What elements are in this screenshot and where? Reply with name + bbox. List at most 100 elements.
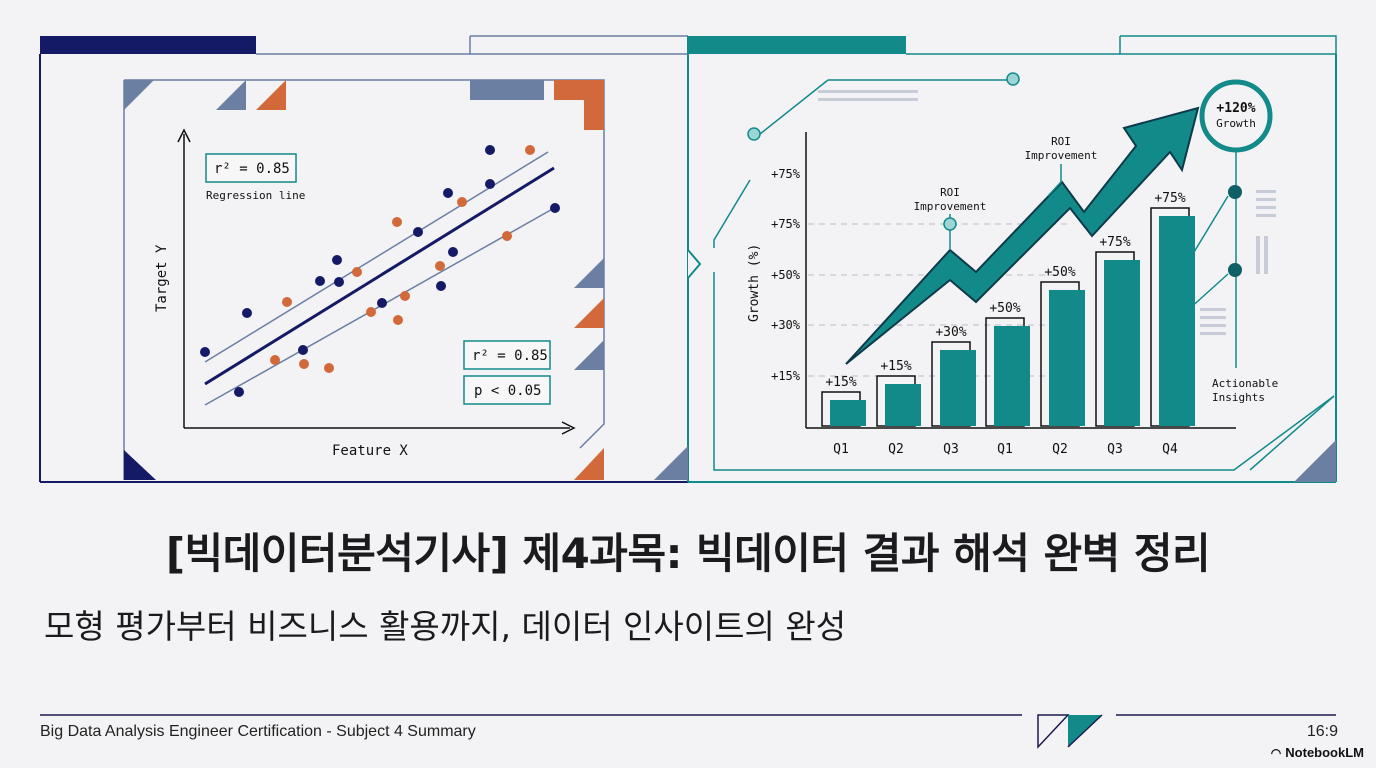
r2-bottom-label: r² = 0.85 — [472, 348, 548, 364]
bar-7 — [1159, 216, 1195, 426]
deco-rect — [470, 80, 544, 100]
y-tick-label: +15% — [771, 369, 801, 383]
scatter-point-orange — [366, 307, 376, 317]
regression-line-label: Regression line — [206, 189, 305, 202]
scatter-point-orange — [435, 261, 445, 271]
bar-4 — [994, 326, 1030, 426]
bar-value-label: +15% — [825, 375, 856, 390]
scatter-point-orange — [324, 363, 334, 373]
node-dot — [1006, 72, 1020, 86]
scatter-point-navy — [315, 276, 325, 286]
scatter-point-navy — [377, 298, 387, 308]
scatter-point-navy — [332, 255, 342, 265]
frame-accent-bar — [40, 36, 256, 54]
scatter-points — [200, 145, 560, 397]
p-value-label: p < 0.05 — [474, 383, 541, 399]
bar-value-label: +50% — [1044, 265, 1075, 280]
scatter-point-navy — [234, 387, 244, 397]
y-tick-label: +50% — [771, 268, 801, 282]
frame-accent-bar — [688, 36, 906, 54]
category-label: Q2 — [1052, 442, 1068, 457]
deco-triangle — [574, 298, 604, 328]
y-tick-label: +30% — [771, 318, 801, 332]
growth-arrow — [845, 106, 1200, 365]
footer-triangle-outline — [1037, 714, 1070, 749]
category-label: Q2 — [888, 442, 904, 457]
roi-annotation-2-line2: Improvement — [1025, 149, 1098, 162]
scatter-point-orange — [392, 217, 402, 227]
scatter-point-navy — [448, 247, 458, 257]
insights-label-line1: Actionable — [1212, 377, 1278, 390]
deco-triangle — [1294, 440, 1336, 482]
r2-top-box — [205, 153, 297, 183]
scatter-point-orange — [352, 267, 362, 277]
scatter-point-orange — [457, 197, 467, 207]
r2-top-label: r² = 0.85 — [214, 161, 290, 177]
scatter-point-navy — [200, 347, 210, 357]
scatter-point-orange — [400, 291, 410, 301]
bar-value-label: +75% — [1154, 191, 1185, 206]
scatter-point-navy — [334, 277, 344, 287]
bar-5 — [1049, 290, 1085, 426]
growth-badge-label: Growth — [1216, 117, 1256, 130]
deco-triangle — [574, 448, 604, 480]
scatter-point-orange — [299, 359, 309, 369]
node-dot — [747, 127, 761, 141]
insight-node — [1228, 185, 1242, 199]
bar-1 — [830, 400, 866, 426]
scatter-point-navy — [242, 308, 252, 318]
scatter-point-orange — [525, 145, 535, 155]
deco-corner — [554, 80, 604, 130]
brand-logo: ◠ NotebookLM — [1271, 745, 1364, 760]
roi-annotation-1-line2: Improvement — [914, 200, 987, 213]
y-axis-label: Target Y — [154, 244, 170, 312]
growth-badge — [1199, 79, 1273, 153]
bar-3 — [940, 350, 976, 426]
bar-value-label: +15% — [880, 359, 911, 374]
scatter-point-orange — [502, 231, 512, 241]
scatter-point-orange — [270, 355, 280, 365]
category-label: Q1 — [997, 442, 1013, 457]
scatter-point-navy — [443, 188, 453, 198]
insight-node — [1228, 263, 1242, 277]
page-title: [빅데이터분석기사] 제4과목: 빅데이터 결과 해석 완벽 정리 — [165, 529, 1211, 578]
category-label: Q3 — [943, 442, 959, 457]
roi-annotation-1-line1: ROI — [940, 186, 960, 199]
scatter-panel: r² = 0.85 Regression line r² = 0.85 p < … — [39, 35, 688, 483]
deco-triangle — [574, 258, 604, 288]
regression-line — [204, 166, 555, 386]
y-axis-label: Growth (%) — [747, 244, 762, 322]
scatter-point-orange — [393, 315, 403, 325]
aspect-ratio-label: 16:9 — [1306, 723, 1338, 740]
bar-2 — [885, 384, 921, 426]
category-label: Q1 — [833, 442, 849, 457]
scatter-point-navy — [550, 203, 560, 213]
r2-bottom-box — [463, 340, 551, 370]
roi-annotation-2-line1: ROI — [1051, 135, 1071, 148]
p-value-box — [463, 375, 551, 405]
y-tick-label: +75% — [771, 217, 801, 231]
footer-decoration — [40, 714, 1336, 749]
scatter-point-navy — [436, 281, 446, 291]
roi-marker — [943, 217, 957, 231]
brand-label: NotebookLM — [1285, 745, 1364, 760]
insights-label-line2: Insights — [1212, 391, 1265, 404]
deco-triangle — [124, 450, 156, 480]
growth-chart-panel: +15% +30% +50% +75% +75% Growth (%) +15% +15%… — [688, 35, 1337, 483]
deco-triangle — [256, 80, 286, 110]
bar-value-label: +30% — [935, 325, 966, 340]
deco-triangle — [216, 80, 246, 110]
deco-triangle — [574, 340, 604, 370]
bar-value-label: +75% — [1099, 235, 1130, 250]
scatter-point-navy — [413, 227, 423, 237]
page-subtitle: 모형 평가부터 비즈니스 활용까지, 데이터 인사이트의 완성 — [44, 607, 847, 646]
category-label: Q3 — [1107, 442, 1123, 457]
scatter-point-orange — [282, 297, 292, 307]
scatter-point-navy — [485, 179, 495, 189]
y-tick-label: +75% — [771, 167, 801, 181]
category-label: Q4 — [1162, 442, 1178, 457]
deco-triangle — [124, 80, 154, 110]
deco-triangle — [654, 446, 688, 480]
upper-confidence-line — [204, 151, 549, 363]
footer-caption: Big Data Analysis Engineer Certification… — [40, 723, 476, 740]
